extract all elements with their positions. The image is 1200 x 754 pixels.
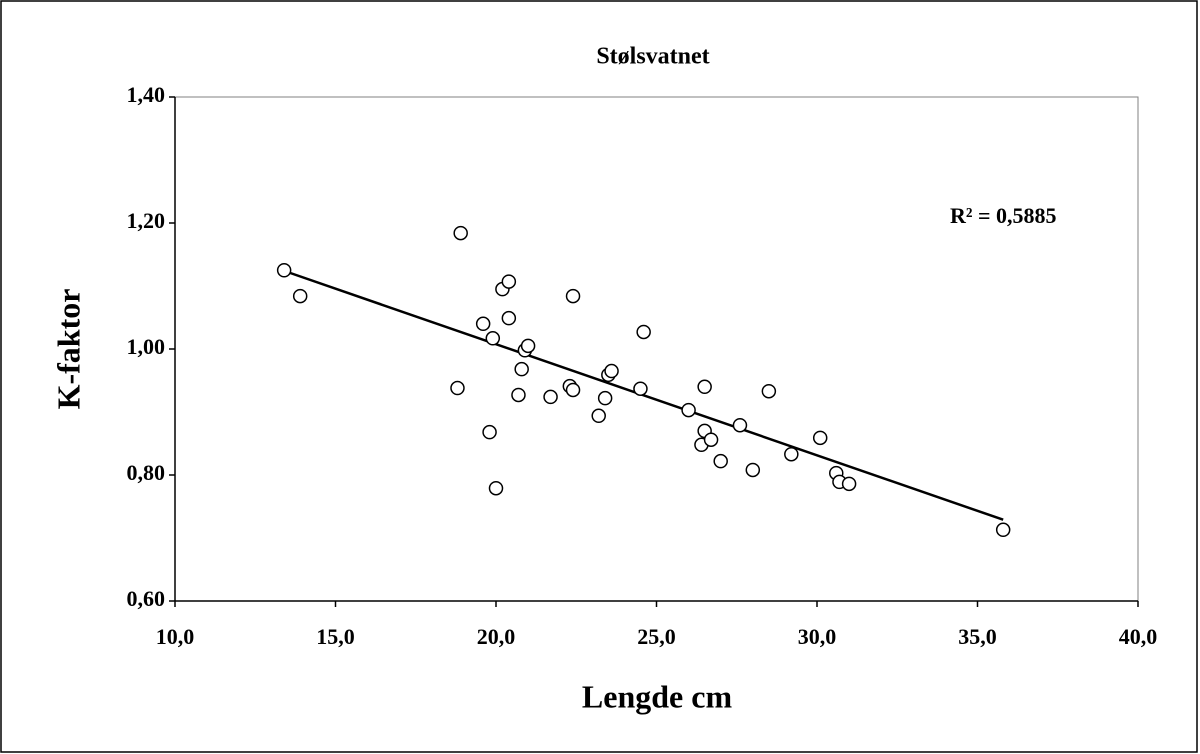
data-point	[812, 430, 828, 446]
x-tick-label: 10,0	[156, 624, 195, 649]
data-point	[636, 324, 651, 340]
data-point	[732, 417, 748, 433]
y-axis-title: K-faktor	[50, 289, 86, 410]
data-point	[276, 263, 292, 278]
y-tick-label: 0,60	[127, 586, 166, 611]
x-tick-label: 30,0	[798, 624, 837, 649]
data-point	[713, 453, 728, 469]
data-point	[745, 462, 761, 478]
x-tick-label: 20,0	[477, 624, 516, 649]
data-point	[292, 288, 308, 304]
data-point	[784, 446, 799, 462]
data-point	[841, 476, 857, 492]
data-point	[543, 389, 558, 405]
x-tick-label: 15,0	[316, 624, 355, 649]
data-point	[501, 274, 517, 289]
chart-title: Stølsvatnet	[596, 44, 709, 70]
data-point	[501, 310, 517, 326]
y-tick-label: 1,00	[127, 334, 166, 359]
data-point	[450, 380, 465, 396]
data-point	[514, 361, 529, 377]
data-point	[565, 382, 581, 398]
data-point	[482, 424, 497, 440]
data-point	[995, 522, 1011, 538]
x-tick-label: 40,0	[1119, 624, 1158, 649]
y-tick-label: 1,20	[127, 208, 166, 233]
data-point	[633, 381, 648, 396]
r-squared-annotation: R² = 0,5885	[950, 203, 1057, 228]
data-point	[681, 402, 696, 418]
data-point	[697, 379, 712, 395]
y-tick-label: 1,40	[127, 82, 166, 107]
data-point	[488, 480, 504, 496]
data-point	[453, 225, 468, 241]
trendline	[283, 269, 1004, 521]
x-tick-label: 25,0	[637, 624, 676, 649]
data-point	[511, 387, 526, 403]
data-point	[565, 288, 581, 304]
data-point	[591, 408, 606, 424]
data-point	[485, 331, 501, 346]
data-point	[703, 432, 719, 447]
data-point	[597, 390, 613, 406]
data-point	[761, 383, 777, 399]
x-tick-label: 35,0	[958, 624, 997, 649]
data-point	[475, 316, 491, 332]
y-tick-label: 0,80	[127, 460, 166, 485]
x-axis-title: Lengde cm	[582, 678, 733, 714]
data-point	[520, 338, 536, 354]
data-point	[604, 363, 619, 379]
